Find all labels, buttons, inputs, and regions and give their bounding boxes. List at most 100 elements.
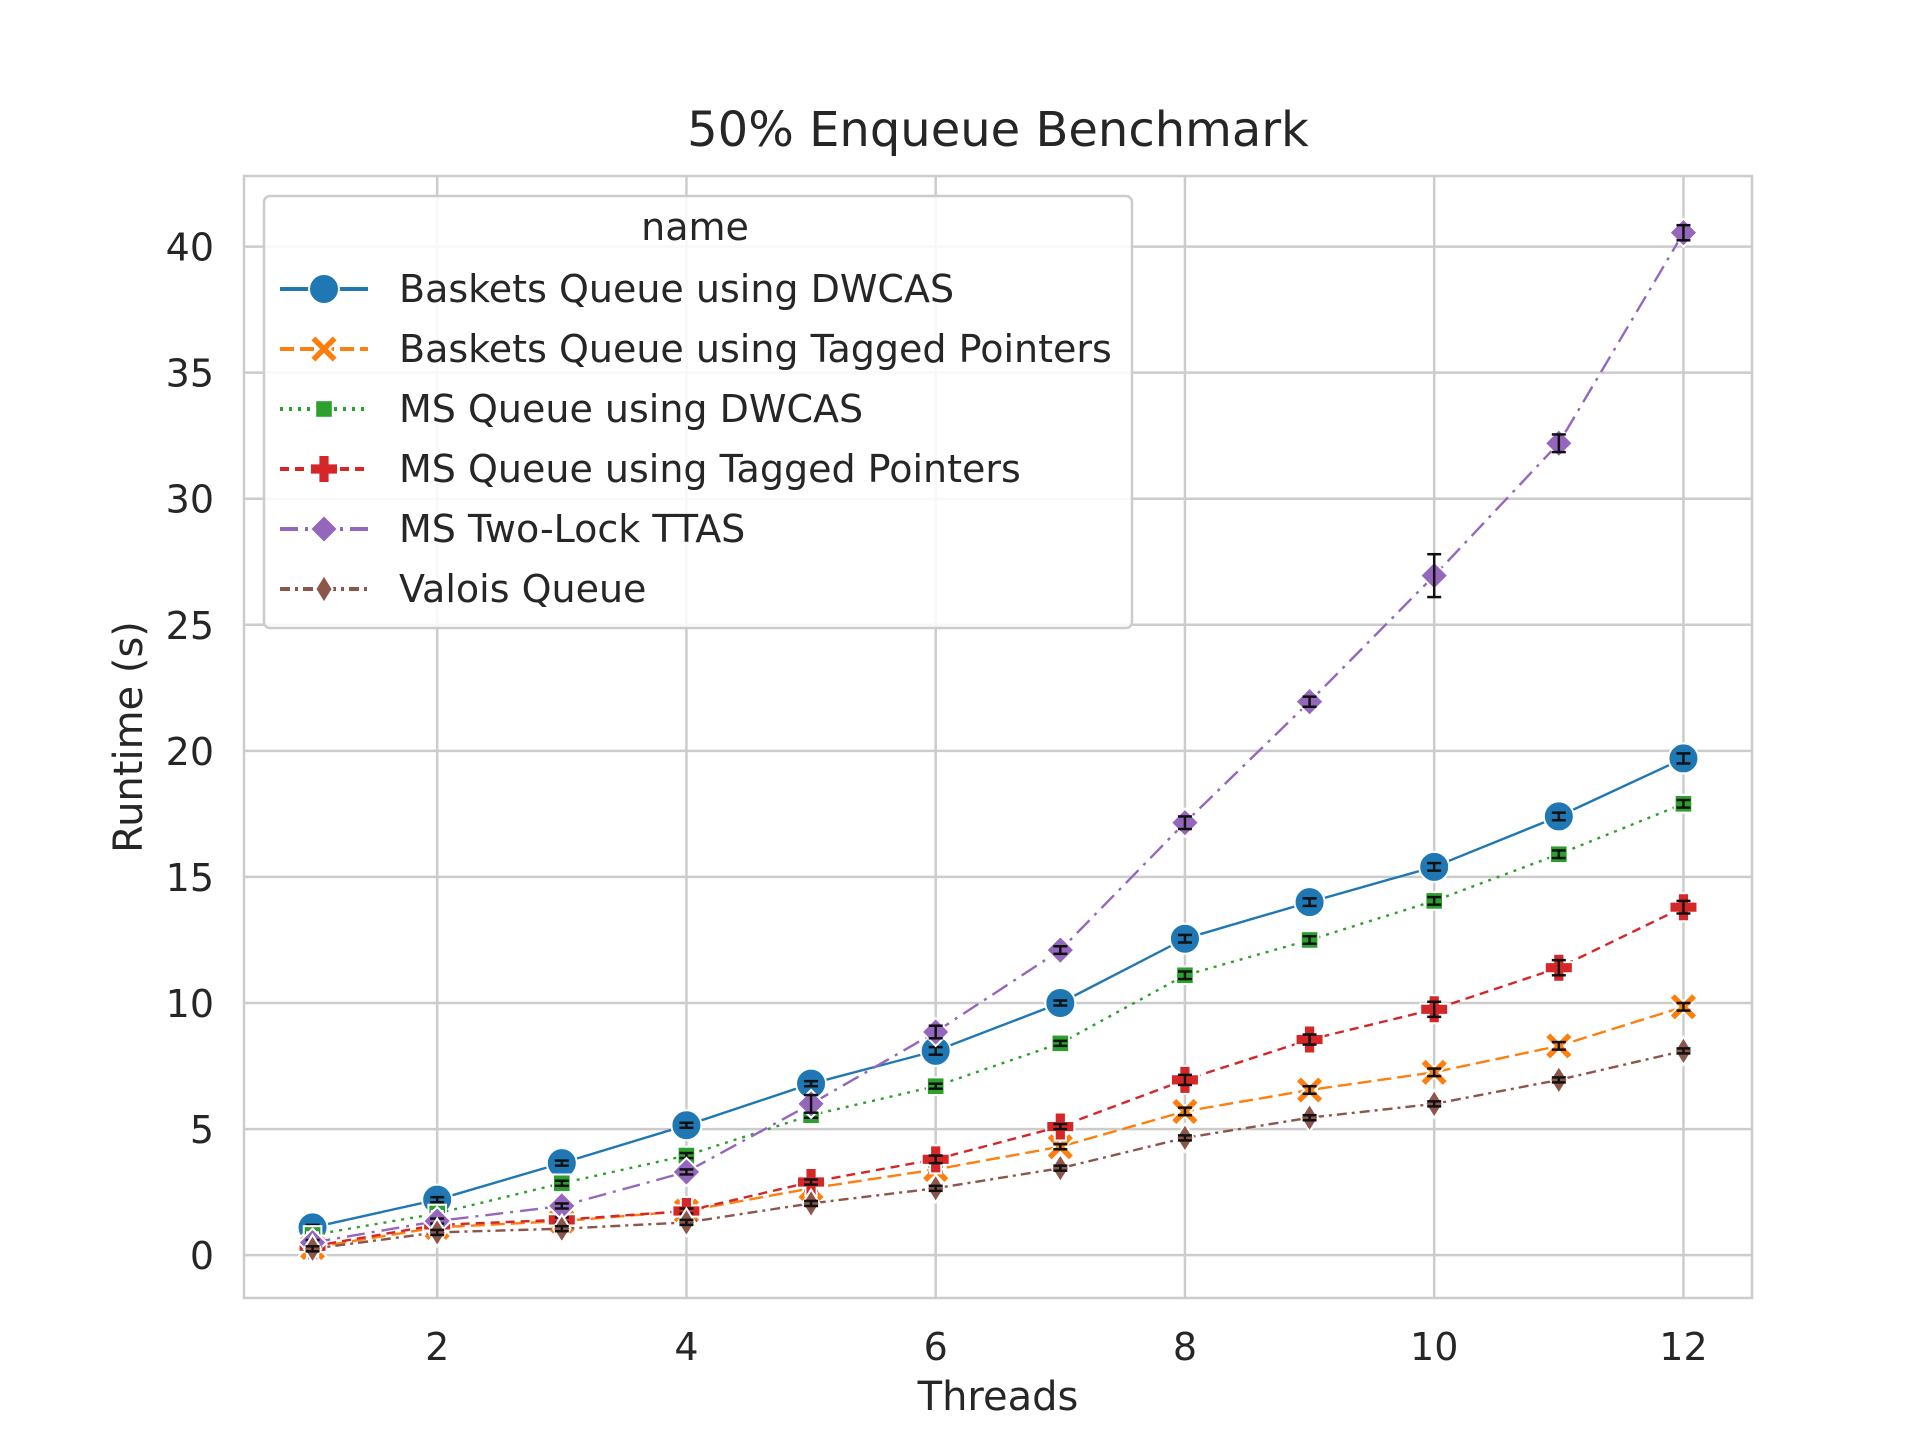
error-bar	[1302, 695, 1317, 708]
error-bar	[1551, 433, 1566, 454]
legend-label: MS Queue using Tagged Pointers	[399, 447, 1021, 491]
x-axis-label: Threads	[917, 1374, 1079, 1420]
error-bar	[1053, 1122, 1068, 1131]
error-bar	[804, 1199, 819, 1208]
error-bar	[679, 1121, 694, 1130]
error-bar	[1177, 815, 1192, 831]
error-bar	[430, 1228, 445, 1237]
error-bar	[1676, 223, 1691, 242]
error-bar	[1427, 861, 1442, 872]
chart-title: 50% Enqueue Benchmark	[687, 102, 1309, 158]
y-tick-label: 10	[166, 982, 214, 1026]
series	[296, 217, 1700, 1265]
error-bar	[1551, 849, 1566, 860]
series-line	[312, 757, 1685, 1229]
y-tick-label: 5	[190, 1108, 214, 1152]
error-bar	[1427, 1067, 1442, 1078]
error-bar	[1427, 895, 1442, 906]
error-bar	[679, 1168, 694, 1176]
x-tick-label: 10	[1410, 1325, 1458, 1369]
error-bar	[1551, 1076, 1566, 1084]
y-tick-label: 0	[190, 1234, 214, 1278]
error-bar	[305, 1245, 320, 1253]
data-point-marker	[309, 454, 339, 484]
error-bar	[928, 1082, 943, 1090]
error-bar	[1302, 1033, 1317, 1046]
legend-label: Baskets Queue using Tagged Pointers	[399, 327, 1112, 371]
legend-item: Baskets Queue using Tagged Pointers	[280, 327, 1112, 371]
legend-frame	[262, 194, 1134, 630]
legend-item: MS Queue using Tagged Pointers	[280, 447, 1021, 491]
y-tick-label: 15	[166, 856, 214, 900]
y-tick-label: 40	[166, 226, 214, 270]
data-point-marker	[314, 573, 334, 605]
data-point-marker	[308, 513, 340, 545]
error-bar	[430, 1195, 445, 1204]
data-point-marker	[308, 333, 340, 365]
y-tick-label: 25	[166, 604, 214, 648]
y-axis-label: Runtime (s)	[106, 621, 152, 853]
x-tick-label: 12	[1659, 1325, 1707, 1369]
y-tick-label: 30	[166, 478, 214, 522]
error-bar	[1676, 752, 1691, 765]
legend-item: MS Queue using DWCAS	[280, 387, 863, 431]
error-bar	[928, 1184, 943, 1193]
error-bar	[804, 1093, 819, 1114]
error-bar	[1302, 897, 1317, 908]
y-tick-label: 35	[166, 352, 214, 396]
error-bar	[1053, 945, 1068, 956]
error-bar	[679, 1218, 694, 1227]
x-tick-label: 2	[425, 1325, 449, 1369]
error-bar	[554, 1179, 569, 1188]
series-baskets-queue-using-dwcas	[296, 742, 1700, 1244]
tick-labels: 2 4 6 8 10 12 0 5 10 15 20 25 30 35 40	[166, 226, 1708, 1369]
series-line	[312, 1049, 1684, 1250]
legend-label: MS Queue using DWCAS	[399, 387, 863, 431]
data-point-marker	[308, 273, 340, 305]
error-bar	[1177, 1134, 1192, 1142]
error-bar	[928, 1154, 943, 1165]
error-bar	[1676, 798, 1691, 809]
error-bar	[1551, 1040, 1566, 1051]
error-bar	[804, 1178, 819, 1186]
x-tick-label: 8	[1173, 1325, 1197, 1369]
error-bar	[554, 1202, 569, 1210]
error-bar	[1551, 811, 1566, 822]
error-bar	[1302, 934, 1317, 946]
legend: name Baskets Queue using DWCAS Baskets Que…	[262, 194, 1134, 630]
series-line	[312, 1005, 1684, 1249]
error-bar	[1427, 1000, 1442, 1019]
error-bar	[1427, 552, 1442, 599]
error-bar	[1053, 1164, 1068, 1172]
error-bar	[1676, 1047, 1691, 1055]
plot-frame	[242, 174, 1754, 1300]
error-bar	[554, 1224, 569, 1233]
series-valois-queue	[302, 1035, 1694, 1265]
series-line	[312, 232, 1685, 1244]
data-point-marker	[314, 399, 334, 419]
error-bar	[1302, 1084, 1317, 1096]
error-bar	[1177, 1073, 1192, 1087]
x-tick-label: 6	[924, 1325, 948, 1369]
error-bar	[1053, 1142, 1068, 1151]
legend-item: MS Two-Lock TTAS	[280, 507, 745, 551]
x-tick-label: 4	[674, 1325, 698, 1369]
error-bar	[804, 1079, 819, 1088]
y-tick-label: 20	[166, 730, 214, 774]
legend-item: Valois Queue	[280, 567, 646, 611]
legend-label: Baskets Queue using DWCAS	[399, 267, 954, 311]
error-bar	[1676, 1001, 1691, 1012]
error-bar	[1177, 970, 1192, 981]
error-bar	[1177, 1106, 1192, 1117]
series-line	[312, 802, 1684, 1237]
legend-item: Baskets Queue using DWCAS	[280, 267, 954, 311]
error-bar	[554, 1159, 569, 1167]
error-bar	[1551, 958, 1566, 977]
series-line	[312, 906, 1685, 1248]
error-bar	[1302, 1113, 1317, 1122]
error-bar	[1427, 1100, 1442, 1108]
error-bar	[1177, 933, 1192, 944]
legend-label: MS Two-Lock TTAS	[399, 507, 745, 551]
error-bar	[1053, 1039, 1068, 1048]
